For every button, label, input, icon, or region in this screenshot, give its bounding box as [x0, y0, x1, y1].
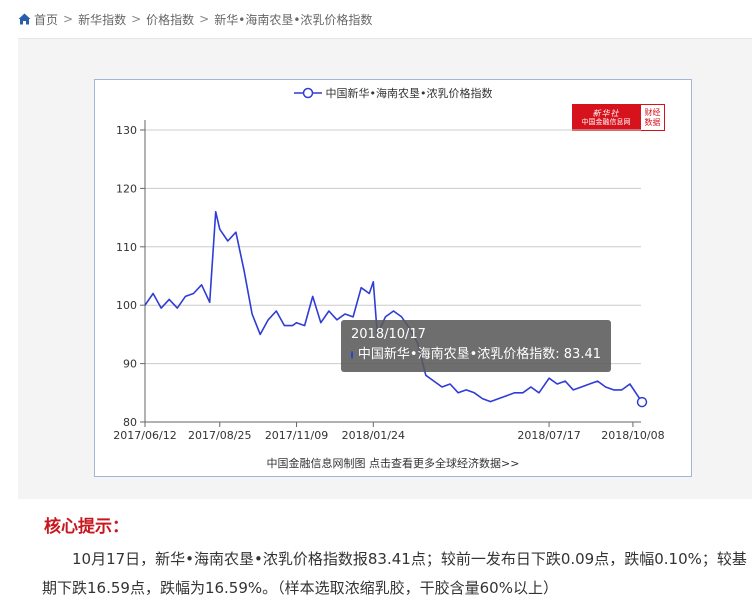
x-tick-label: 2018/10/08 — [601, 429, 664, 442]
logo-tag-2: 数据 — [644, 117, 661, 127]
y-tick-label: 130 — [116, 124, 137, 137]
x-tick-label: 2018/07/17 — [517, 429, 580, 442]
y-tick-label: 80 — [123, 416, 137, 429]
series-line — [144, 211, 643, 403]
home-icon[interactable] — [18, 13, 31, 25]
core-tip-title: 核心提示： — [44, 517, 129, 537]
logo-subtitle: 中国金融信息网 — [581, 117, 631, 126]
breadcrumb-separator: > — [199, 12, 210, 26]
y-tick-label: 100 — [116, 299, 137, 312]
x-tick-label: 2017/11/09 — [265, 429, 328, 442]
tooltip-series-name: 中国新华•海南农垦•浓乳价格指数 — [357, 347, 556, 362]
breadcrumb-home[interactable]: 首页 — [34, 12, 59, 27]
breadcrumb-price-index[interactable]: 价格指数 — [146, 12, 195, 27]
tooltip-value: 83.41 — [563, 347, 601, 362]
tooltip-colon: : — [555, 347, 564, 362]
last-point-marker — [636, 396, 648, 408]
x-tick-label: 2017/08/25 — [188, 429, 251, 442]
x-tick-label: 2017/06/12 — [113, 429, 176, 442]
chart-credit-link[interactable]: 中国金融信息网制图 点击查看更多全球经济数据>> — [266, 457, 520, 470]
chart-tooltip: 2018/10/17 中国新华•海南农垦•浓乳价格指数: 83.41 — [341, 320, 611, 372]
chart-legend[interactable]: 中国新华•海南农垦•浓乳价格指数 — [95, 85, 691, 101]
line-chart[interactable]: 80 90 100 110 120 130 2017/06/12 2017/08/25 2017… — [95, 80, 691, 476]
divider — [18, 38, 752, 39]
y-tick-label: 90 — [123, 358, 137, 371]
breadcrumb-separator: > — [63, 12, 74, 26]
y-tick-label: 120 — [116, 182, 137, 195]
breadcrumb-current: 新华•海南农垦•浓乳价格指数 — [214, 12, 373, 27]
chart-container[interactable]: 中国新华•海南农垦•浓乳价格指数 新华社 中国金融信息网 财经 数据 80 90 10… — [94, 79, 692, 477]
tooltip-series-dot — [351, 351, 353, 359]
x-tick-label: 2018/01/24 — [342, 429, 405, 442]
legend-line-marker-icon — [293, 87, 322, 99]
tooltip-date: 2018/10/17 — [351, 327, 426, 342]
breadcrumb-separator: > — [131, 12, 142, 26]
breadcrumb-xinhua-index[interactable]: 新华指数 — [78, 12, 127, 27]
y-tick-label: 110 — [116, 241, 137, 254]
xinhua-finance-logo: 新华社 中国金融信息网 财经 数据 — [572, 104, 665, 131]
breadcrumb: 首页 > 新华指数 > 价格指数 > 新华•海南农垦•浓乳价格指数 — [18, 9, 372, 29]
logo-tag-1: 财经 — [644, 107, 661, 117]
logo-brand: 新华社 — [592, 108, 620, 118]
core-tip-text: 10月17日，新华•海南农垦•浓乳价格指数报83.41点；较前一发布日下跌0.0… — [42, 545, 752, 603]
legend-label: 中国新华•海南农垦•浓乳价格指数 — [325, 87, 493, 100]
core-tip-body: 10月17日，新华•海南农垦•浓乳价格指数报83.41点；较前一发布日下跌0.0… — [42, 550, 747, 597]
